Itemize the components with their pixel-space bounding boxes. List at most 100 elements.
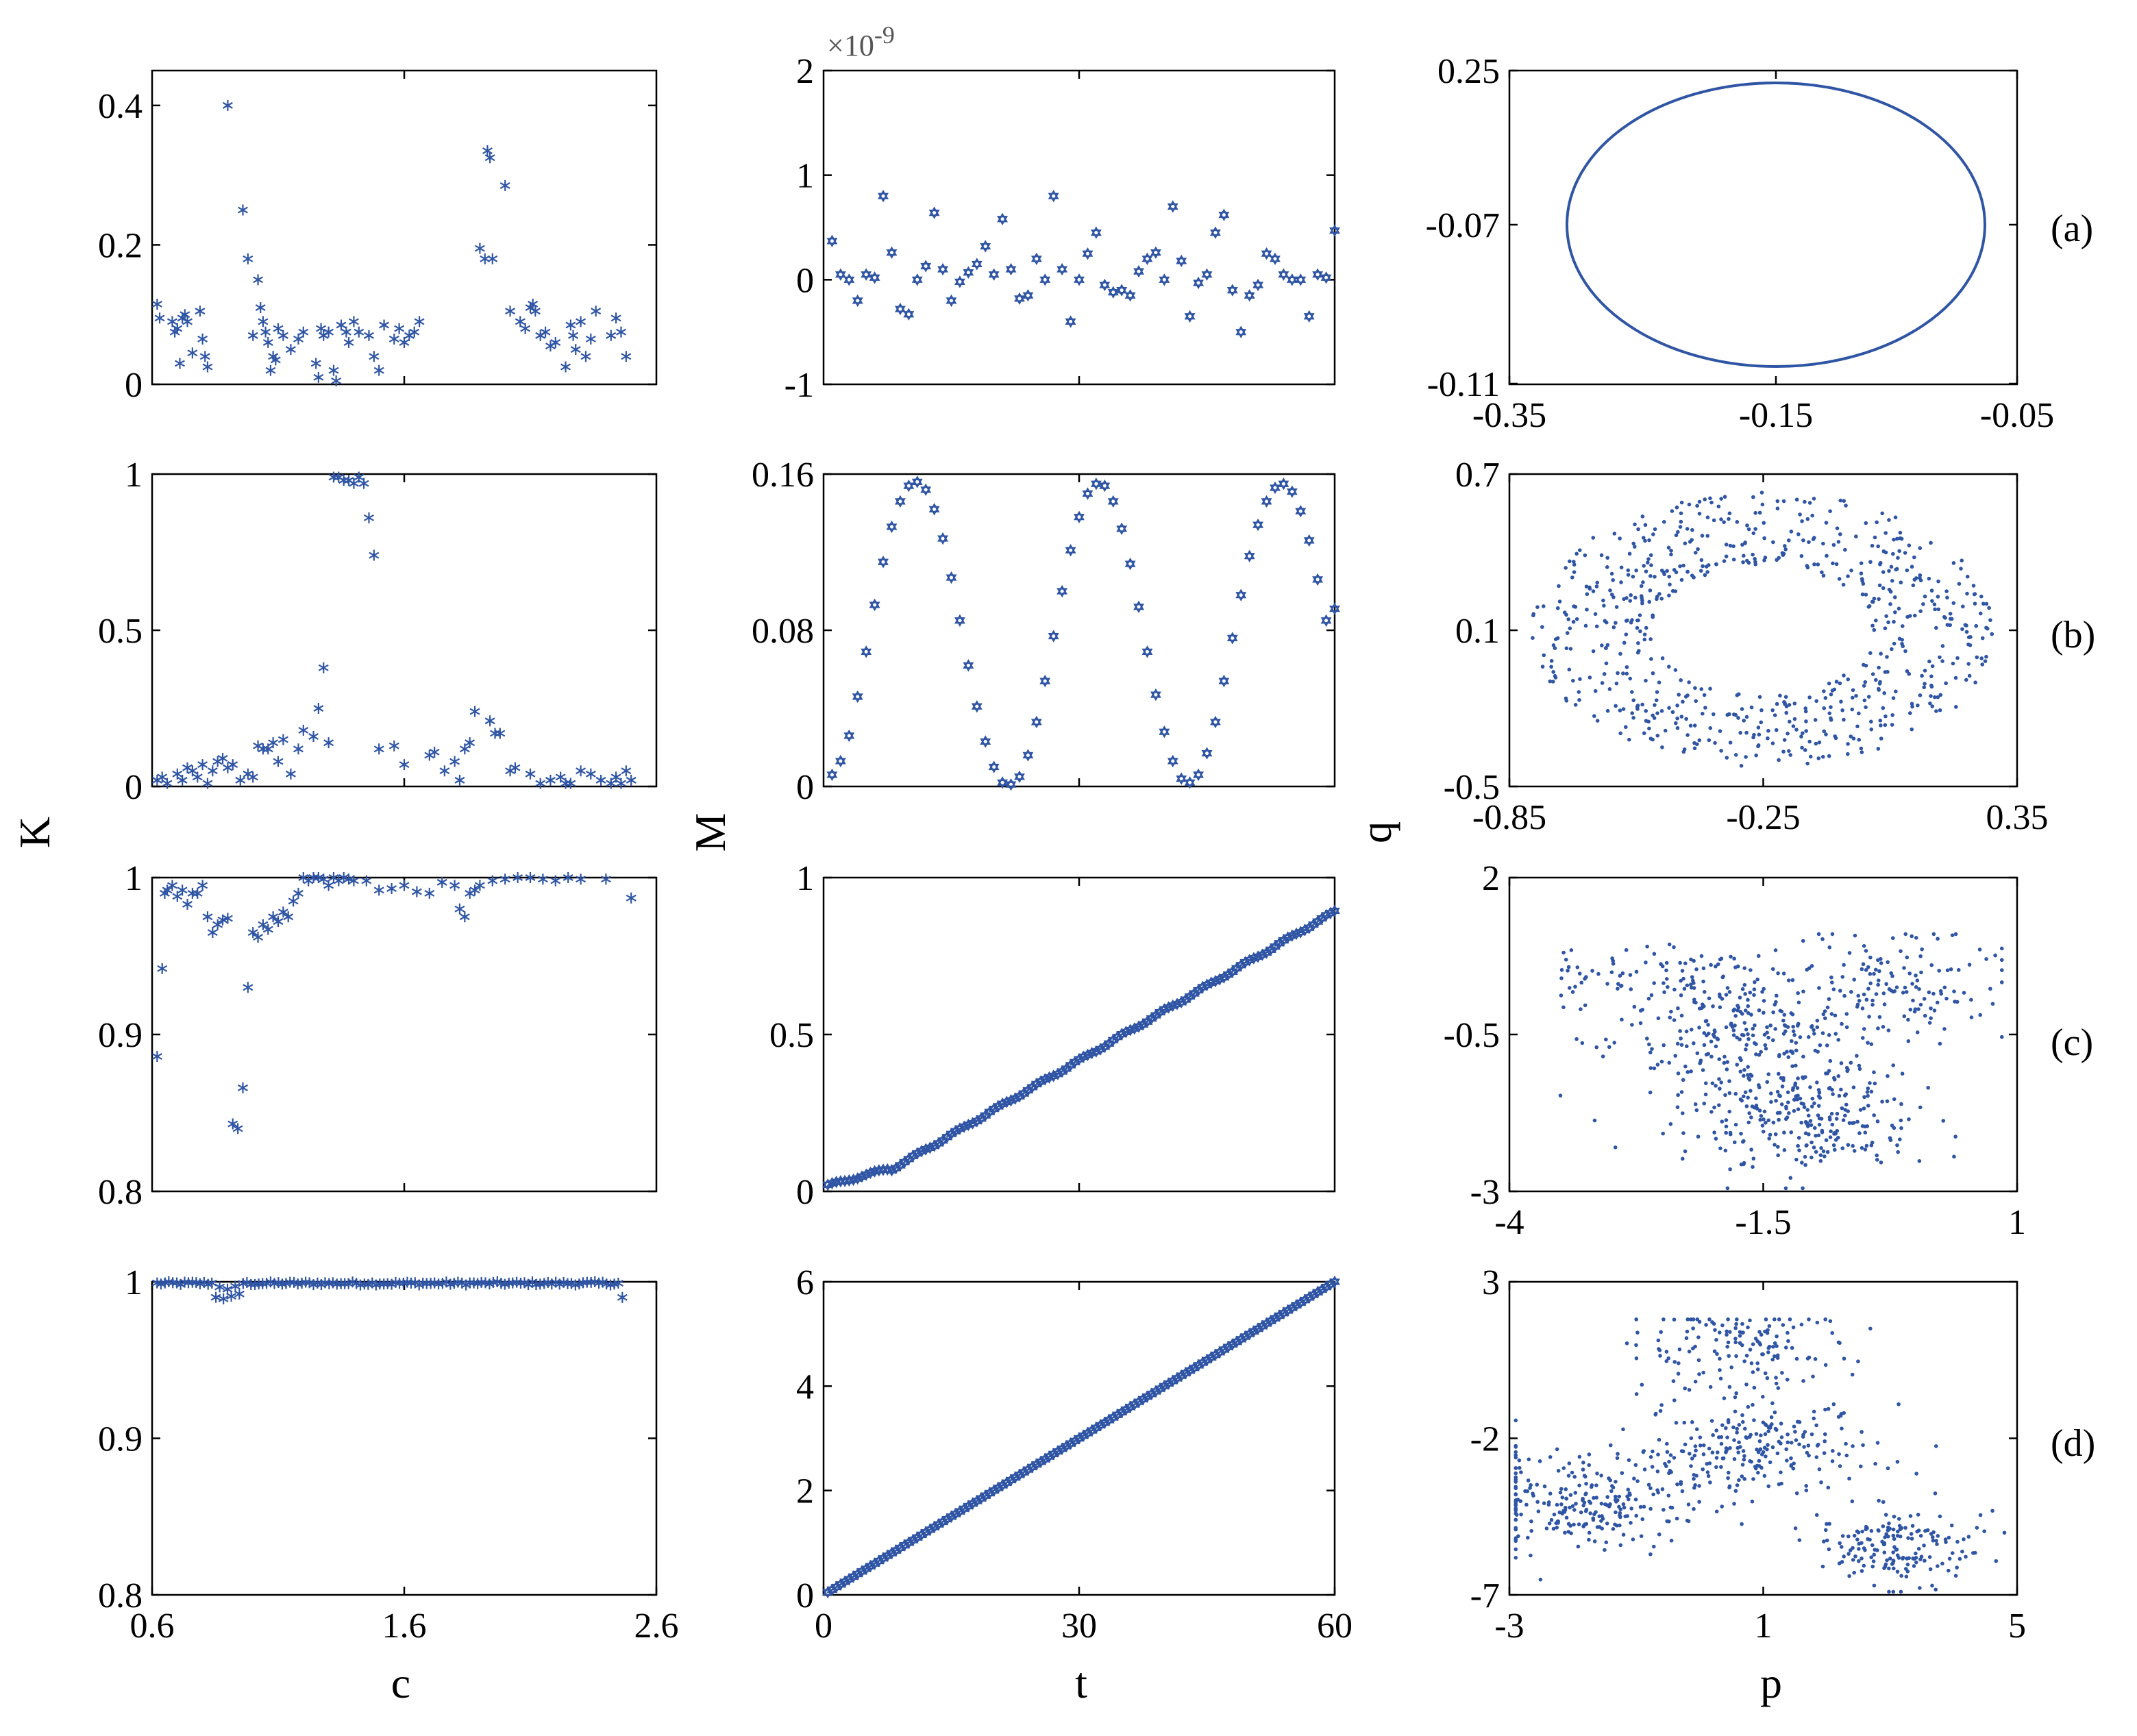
data-point xyxy=(1918,578,1923,582)
data-point xyxy=(1514,1455,1518,1460)
data-point xyxy=(277,906,288,918)
data-point xyxy=(1953,1134,1957,1139)
data-point xyxy=(1906,1536,1910,1540)
data-point xyxy=(1650,1465,1655,1469)
y-tick-label: -1 xyxy=(785,366,814,405)
data-point xyxy=(1801,989,1805,994)
data-point xyxy=(1629,1506,1633,1511)
data-point xyxy=(1176,254,1187,268)
data-point xyxy=(1809,1104,1814,1108)
data-point xyxy=(1601,1054,1605,1058)
data-point xyxy=(1685,733,1690,737)
data-point xyxy=(1752,1418,1756,1422)
data-point xyxy=(576,765,586,777)
data-point xyxy=(1623,725,1628,730)
data-point xyxy=(1635,1479,1640,1483)
data-point xyxy=(1811,1374,1815,1379)
data-point xyxy=(1688,1452,1692,1456)
data-point xyxy=(177,884,188,896)
data-point xyxy=(1030,715,1042,729)
data-point xyxy=(1655,1063,1660,1067)
data-point xyxy=(920,483,932,497)
data-point xyxy=(1705,1470,1710,1474)
data-point xyxy=(1807,739,1812,744)
axes-frame xyxy=(822,876,1336,1193)
data-point xyxy=(1905,615,1910,619)
data-point xyxy=(1735,1426,1740,1431)
data-point xyxy=(1329,602,1340,615)
data-point xyxy=(1877,597,1881,602)
data-point xyxy=(1693,1379,1698,1384)
data-point xyxy=(1812,1145,1816,1150)
data-point xyxy=(1269,252,1281,265)
data-point xyxy=(1647,726,1651,731)
data-point xyxy=(540,326,551,338)
data-point xyxy=(1864,949,1868,953)
data-point xyxy=(1551,680,1555,684)
data-point xyxy=(469,706,480,717)
data-point xyxy=(1278,268,1289,281)
data-point xyxy=(1807,695,1812,699)
data-point xyxy=(1860,750,1864,754)
data-point xyxy=(1555,1525,1559,1530)
data-point xyxy=(439,765,450,777)
data-point xyxy=(1768,1024,1772,1028)
data-point xyxy=(1794,728,1799,732)
data-point xyxy=(1689,1464,1693,1468)
data-point xyxy=(1930,1583,1934,1588)
data-point xyxy=(411,886,422,897)
data-point xyxy=(1704,1323,1708,1327)
data-point xyxy=(1564,1515,1569,1520)
data-point xyxy=(1824,1071,1828,1076)
data-point xyxy=(1789,530,1794,534)
data-point xyxy=(1636,641,1640,645)
data-point xyxy=(1896,556,1900,560)
data-point xyxy=(1895,1570,1900,1574)
data-point xyxy=(1744,715,1749,719)
data-point xyxy=(1792,1098,1796,1102)
data-point xyxy=(1727,1079,1731,1083)
data-point xyxy=(1655,733,1660,738)
data-point xyxy=(1875,1548,1879,1552)
data-point xyxy=(1736,1450,1740,1454)
data-point xyxy=(1934,709,1938,713)
data-point xyxy=(1779,1470,1783,1474)
data-point xyxy=(1935,1542,1939,1546)
data-point xyxy=(1710,1450,1715,1455)
data-point xyxy=(1090,226,1102,239)
data-point xyxy=(1681,563,1685,568)
data-point xyxy=(399,336,410,348)
data-point xyxy=(1583,976,1587,981)
data-point xyxy=(1764,1423,1768,1428)
data-point xyxy=(1786,1339,1790,1343)
data-point xyxy=(1762,1474,1767,1478)
data-point xyxy=(1599,1501,1604,1506)
data-point xyxy=(197,759,208,771)
data-point xyxy=(1928,1567,1933,1572)
data-point xyxy=(1973,680,1977,685)
data-point xyxy=(1842,717,1846,722)
y-tick-label: 4 xyxy=(796,1367,814,1406)
data-point xyxy=(1875,520,1879,525)
data-point xyxy=(1949,967,1953,971)
data-point xyxy=(1618,1511,1622,1515)
data-point xyxy=(1990,632,1994,636)
data-point xyxy=(1669,552,1673,557)
data-point xyxy=(1806,1113,1811,1118)
data-point xyxy=(1627,737,1631,742)
data-point xyxy=(1597,1525,1602,1529)
data-point xyxy=(550,875,561,886)
data-point xyxy=(1648,1454,1653,1459)
data-point xyxy=(1757,1008,1762,1013)
data-point xyxy=(227,1118,238,1130)
data-point xyxy=(273,916,284,928)
x-tick-label: 0.35 xyxy=(1986,798,2049,837)
data-point xyxy=(1057,262,1068,276)
data-point xyxy=(1690,1456,1694,1461)
data-point xyxy=(1595,719,1600,723)
data-point xyxy=(1816,932,1821,937)
data-point xyxy=(1764,1317,1768,1322)
data-point xyxy=(1895,1529,1900,1534)
data-point xyxy=(394,1278,405,1289)
data-point xyxy=(1973,602,1977,606)
